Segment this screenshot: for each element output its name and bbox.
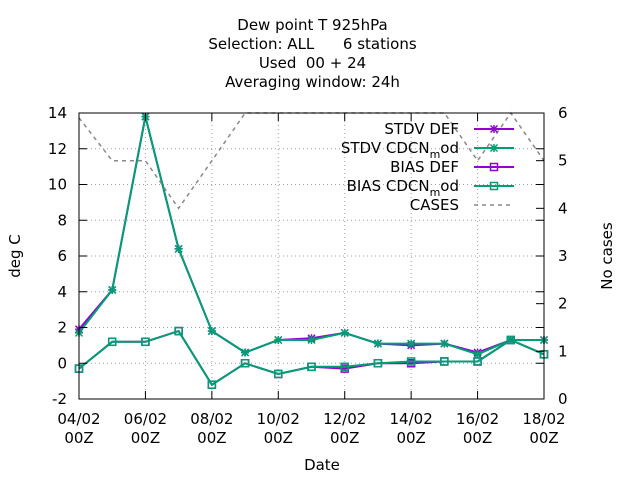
x-tick-label-date: 12/02 [323,410,366,428]
data-point [373,359,383,368]
x-axis-label: Date [304,456,340,474]
y-tick-label: 0 [57,354,67,372]
legend-entry: STDV CDCNmod [341,139,514,161]
data-point [174,244,183,253]
data-point [241,348,250,357]
y-tick-label: 8 [57,211,67,229]
data-point [174,326,183,336]
x-tick-label-time: 00Z [197,429,226,447]
series-line [78,116,544,354]
y2-tick-label: 2 [558,295,568,313]
y-tick-label: 10 [48,176,67,194]
series-line [78,116,544,356]
data-point [440,357,449,366]
x-tick-label-date: 04/02 [57,410,100,428]
y-tick-label: 4 [57,283,67,301]
legend-label: BIAS DEF [390,158,459,176]
x-tick-label-time: 00Z [131,429,160,447]
data-point [406,357,416,366]
data-point [373,339,382,348]
legend-label: STDV CDCNmod [341,139,459,161]
axes: -202468101214012345604/0200Z06/0200Z08/0… [48,104,568,447]
title-line-2: Selection: ALL 6 stations [208,35,417,53]
legend-label: BIAS CDCNmod [347,177,459,199]
x-tick-label-date: 14/02 [390,410,433,428]
series-stdv-cdcn-mod [74,112,549,359]
x-tick-label-date: 08/02 [190,410,233,428]
data-point [473,357,482,366]
data-point [141,337,150,347]
x-tick-label-date: 10/02 [257,410,300,428]
data-point [506,335,516,345]
data-point [108,285,117,294]
y-tick-label: 2 [57,319,67,337]
series-layer [74,111,549,389]
y-axis-label: deg C [6,234,24,278]
x-tick-label-time: 00Z [330,429,359,447]
y-tick-label: 14 [48,104,67,122]
series-line [78,329,545,387]
x-tick-label-date: 16/02 [456,410,499,428]
data-point [107,337,117,347]
data-point [489,181,499,191]
title-line-1: Dew point T 925hPa [237,16,388,34]
y-tick-label: -2 [52,390,67,408]
legend-entry: CASES [410,196,514,214]
x-tick-label-time: 00Z [64,429,93,447]
x-tick-label-time: 00Z [529,429,558,447]
y2-tick-label: 0 [558,390,568,408]
x-tick-label-date: 18/02 [522,410,565,428]
y-tick-label: 6 [57,247,67,265]
data-point [440,339,449,348]
legend-label: CASES [410,196,459,214]
x-tick-label-time: 00Z [396,429,425,447]
legend-entry: STDV DEF [384,120,514,138]
y2-tick-label: 6 [558,104,568,122]
y2-tick-label: 5 [558,152,568,170]
data-point [407,339,416,348]
legend-entry: BIAS CDCNmod [347,177,514,199]
data-point [489,143,499,153]
y-tick-label: 12 [48,140,67,158]
x-tick-label-time: 00Z [264,429,293,447]
data-point [473,350,482,359]
data-point [307,362,316,372]
legend-entry: BIAS DEF [390,158,514,176]
y2-tick-label: 4 [558,199,568,217]
data-point [240,359,250,368]
plot-border [78,112,545,400]
data-point [307,335,316,345]
legend-label: STDV DEF [384,120,459,138]
data-point [340,328,349,337]
x-tick-label-time: 00Z [463,429,492,447]
y2-tick-label: 3 [558,247,568,265]
data-point [489,162,499,172]
data-point [274,369,283,379]
title-line-4: Averaging window: 24h [225,73,400,91]
data-point [207,327,216,336]
title-line-3: Used 00 + 24 [258,54,367,72]
data-point [274,335,283,345]
data-point [340,362,349,372]
x-tick-label-date: 06/02 [124,410,167,428]
y2-tick-label: 1 [558,342,568,360]
data-point [207,380,217,389]
y2-axis-label: No cases [598,222,616,290]
data-point [489,124,499,134]
